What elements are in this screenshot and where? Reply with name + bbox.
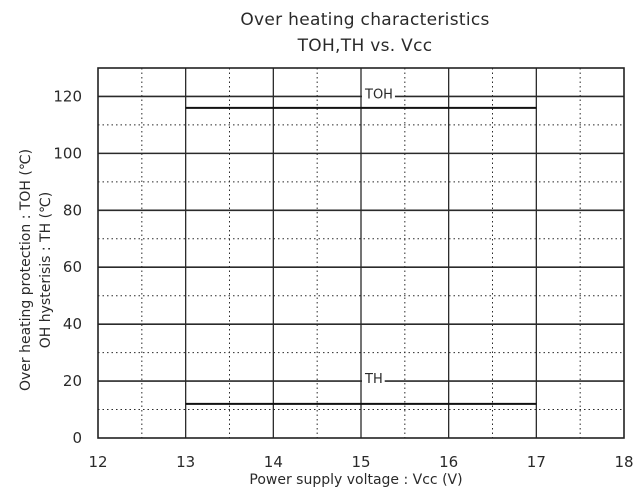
y-axis-label: Over heating protection : TOH (℃): [18, 149, 34, 391]
y-tick-labels: 0 20 40 60 80 100 120: [53, 87, 82, 447]
y-tick-label: 60: [63, 258, 82, 276]
x-tick-label: 15: [351, 453, 370, 471]
y-tick-label: 80: [63, 201, 82, 219]
x-tick-label: 12: [88, 453, 107, 471]
series-label-toh: TOH: [364, 87, 393, 102]
series-label-background: [362, 372, 385, 388]
plot-frame: [97, 67, 625, 439]
x-tick-label: 13: [176, 453, 195, 471]
series-layer: TOH TH: [185, 87, 537, 405]
y-tick-label: 120: [53, 87, 82, 105]
x-tick-label: 18: [614, 453, 633, 471]
y-axis-label-2: OH hysterisis : TH (℃): [38, 192, 54, 348]
chart-title: Over heating characteristics: [240, 10, 489, 30]
x-axis-label: Power supply voltage : Vcc (V): [249, 472, 462, 488]
y-tick-label: 0: [72, 429, 82, 447]
x-tick-labels: 12 13 14 15 16 17 18: [88, 453, 633, 471]
y-tick-label: 40: [63, 315, 82, 333]
x-tick-label: 17: [527, 453, 546, 471]
series-label-background: [362, 87, 395, 103]
x-tick-label: 14: [264, 453, 283, 471]
series-label-th: TH: [364, 372, 383, 387]
grid: [98, 68, 624, 438]
y-tick-label: 20: [63, 372, 82, 390]
x-tick-label: 16: [439, 453, 458, 471]
y-tick-label: 100: [53, 144, 82, 162]
chart-subtitle: TOH,TH vs. Vcc: [297, 36, 433, 56]
